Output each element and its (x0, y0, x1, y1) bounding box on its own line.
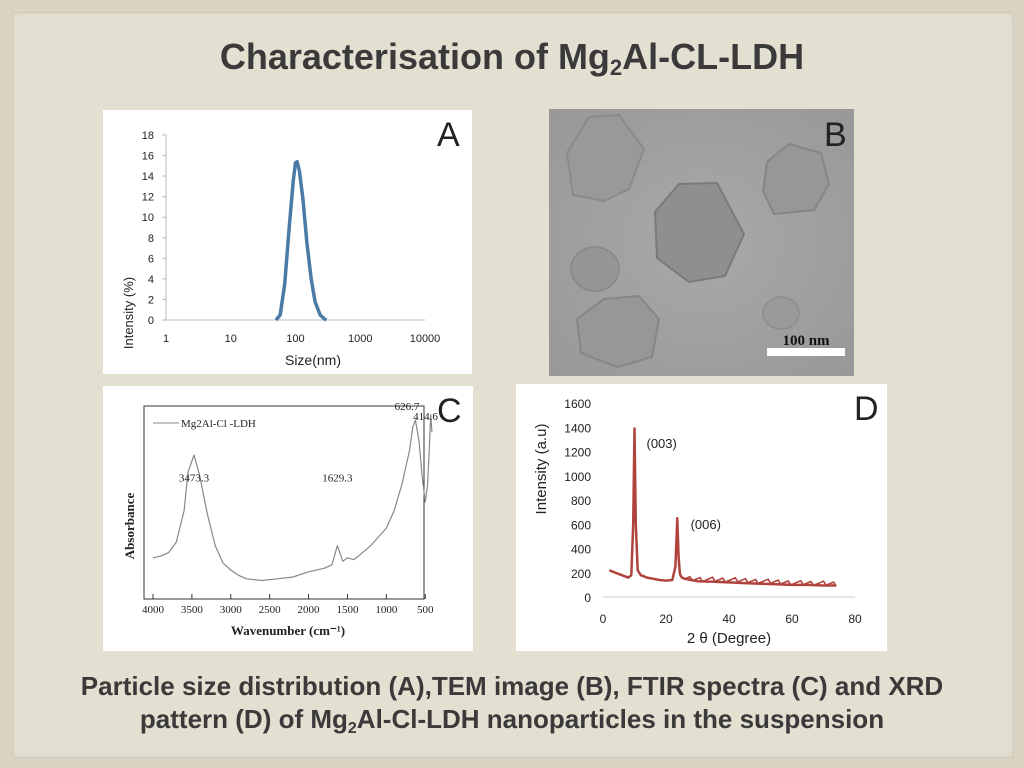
xrd-noise-line (684, 575, 837, 587)
xrd-series-line (608, 427, 837, 587)
panel-d: Intensity (a.u) 2 θ (Degree) 0 200 400 600 8… (516, 384, 887, 651)
panel-b: 100 nm (549, 109, 854, 376)
xrd-peak-label: (003) (647, 436, 677, 451)
caption-line-2: pattern (D) of Mg2Al-Cl-LDH nanoparticle… (0, 703, 1024, 745)
ftir-peak-label: 414.6 (413, 411, 438, 423)
dls-y-tick-label: 0 (148, 315, 154, 327)
tem-particle (653, 181, 746, 284)
dls-y-tick-label: 14 (142, 171, 154, 183)
xrd-peak-label: (006) (691, 517, 721, 532)
xrd-y-tick-label: 1200 (564, 446, 591, 460)
ftir-x-tick-label: 4000 (142, 604, 165, 616)
xrd-y-tick-label: 800 (571, 494, 591, 508)
tem-particle (761, 142, 831, 216)
xrd-y-tick-label: 1600 (564, 397, 591, 411)
dls-x-tick-label: 100 (286, 333, 304, 345)
ftir-x-tick-label: 1500 (336, 604, 359, 616)
xrd-y-tick-label: 1000 (564, 470, 591, 484)
dls-x-tick-label: 1 (163, 333, 169, 345)
dls-y-tick-label: 10 (142, 212, 154, 224)
ftir-xlabel: Wavenumber (cm⁻¹) (231, 623, 345, 638)
dls-y-tick-label: 16 (142, 151, 154, 163)
xrd-x-tick-label: 20 (659, 612, 673, 626)
dls-series-line (274, 159, 328, 322)
tem-particle (575, 294, 661, 369)
title-prefix: Characterisation of Mg (219, 36, 610, 77)
panel-letter-b: B (824, 116, 847, 154)
xrd-y-tick-label: 200 (571, 567, 591, 581)
xrd-chart: Intensity (a.u) 2 θ (Degree) 02004006008… (533, 397, 862, 647)
dls-x-tick-label: 1000 (348, 333, 372, 345)
ftir-x-tick-label: 500 (417, 604, 434, 616)
ftir-legend: Mg2Al-Cl -LDH (181, 418, 256, 430)
panel-c: Absorbance Wavenumber (cm⁻¹) Mg2Al-Cl -L… (103, 386, 473, 651)
slide-title: Characterisation of Mg2Al-CL-LDH (0, 36, 1024, 81)
tem-particle (565, 113, 646, 203)
xrd-x-tick-label: 80 (848, 612, 862, 626)
xrd-y-tick-label: 600 (571, 518, 591, 532)
xrd-x-tick-label: 0 (600, 612, 607, 626)
ftir-x-tick-label: 3000 (220, 604, 243, 616)
dls-y-tick-label: 6 (148, 253, 154, 265)
ftir-chart: Absorbance Wavenumber (cm⁻¹) Mg2Al-Cl -L… (122, 401, 438, 638)
dls-y-tick-label: 4 (148, 274, 154, 286)
caption-line2-suffix: Al-Cl-LDH nanoparticles in the suspensio… (356, 704, 885, 734)
ftir-x-tick-label: 2000 (298, 604, 321, 616)
title-suffix: Al-CL-LDH (622, 36, 805, 77)
panel-letter-c: C (437, 392, 462, 430)
ftir-x-tick-label: 2500 (259, 604, 282, 616)
dls-x-tick-label: 10 (225, 333, 237, 345)
caption-line2-prefix: pattern (D) of Mg (139, 704, 348, 734)
tem-scale-label: 100 nm (782, 333, 830, 349)
dls-y-tick-label: 8 (148, 233, 154, 245)
dls-xlabel: Size(nm) (285, 352, 341, 368)
title-subscript: 2 (609, 55, 623, 80)
dls-y-tick-label: 2 (148, 294, 154, 306)
ftir-x-tick-label: 1000 (375, 604, 398, 616)
dls-y-tick-label: 12 (142, 192, 154, 204)
dls-y-tick-label: 18 (142, 130, 154, 142)
xrd-x-tick-label: 40 (722, 612, 736, 626)
ftir-peak-label: 3473.3 (179, 472, 210, 484)
tem-particle (570, 246, 620, 292)
xrd-xlabel: 2 θ (Degree) (687, 630, 771, 647)
caption-subscript: 2 (347, 720, 357, 737)
ftir-peak-label: 1629.3 (322, 472, 353, 484)
ftir-x-tick-label: 3500 (181, 604, 204, 616)
tem-scale-bar (767, 348, 845, 356)
ftir-peak-label: 626.7 (395, 401, 420, 413)
tem-image: 100 nm (549, 109, 854, 376)
xrd-y-tick-label: 0 (584, 591, 591, 605)
dls-chart: Intensity (%) Size(nm) 0 2 4 6 8 10 12 14 16 18 1 1… (121, 130, 441, 368)
ftir-series-line (152, 414, 433, 582)
xrd-ylabel: Intensity (a.u) (533, 424, 550, 515)
dls-ylabel: Intensity (%) (121, 277, 136, 349)
ftir-frame (143, 405, 425, 600)
panel-a: Intensity (%) Size(nm) 0 2 4 6 8 10 12 14 16 18 1 1… (103, 110, 472, 374)
slide-caption: Particle size distribution (A),TEM image… (0, 670, 1024, 745)
panel-letter-a: A (437, 116, 460, 154)
tem-particle (762, 296, 800, 330)
caption-line-1: Particle size distribution (A),TEM image… (80, 671, 944, 701)
xrd-x-tick-label: 60 (785, 612, 799, 626)
panel-letter-d: D (854, 390, 879, 428)
dls-x-tick-label: 10000 (410, 333, 441, 345)
xrd-y-tick-label: 400 (571, 543, 591, 557)
ftir-ylabel: Absorbance (122, 493, 137, 560)
xrd-y-tick-label: 1400 (564, 421, 591, 435)
